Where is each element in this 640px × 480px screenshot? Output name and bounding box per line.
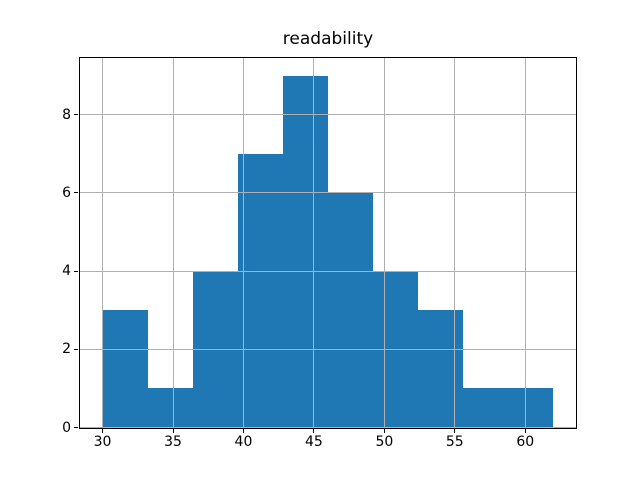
gridline-horizontal — [80, 270, 576, 272]
gridline-vertical — [313, 58, 315, 428]
x-tick-mark — [383, 428, 385, 433]
gridline-vertical — [524, 58, 526, 428]
y-tick-label: 2 — [62, 341, 71, 358]
histogram-bar — [418, 310, 464, 428]
histogram-bar — [282, 75, 328, 428]
x-tick-mark — [102, 428, 104, 433]
x-tick-mark — [454, 428, 456, 433]
x-tick-label: 50 — [375, 433, 394, 450]
histogram-bar — [508, 388, 554, 428]
y-tick-label: 0 — [62, 419, 71, 436]
gridline-vertical — [242, 58, 244, 428]
y-tick-label: 4 — [62, 263, 71, 280]
gridline-vertical — [383, 58, 385, 428]
gridline-horizontal — [80, 192, 576, 194]
x-tick-mark — [524, 428, 526, 433]
histogram-bar — [147, 388, 193, 428]
y-tick-mark — [74, 114, 78, 116]
histogram-bar — [463, 388, 509, 428]
x-tick-label: 45 — [304, 433, 323, 450]
x-tick-label: 60 — [516, 433, 535, 450]
y-tick-mark — [74, 348, 78, 350]
plot-area — [79, 57, 577, 429]
histogram-bar — [237, 153, 283, 428]
gridline-horizontal — [80, 348, 576, 350]
x-tick-mark — [313, 428, 315, 433]
y-tick-label: 8 — [62, 106, 71, 123]
plot-inner — [80, 58, 576, 428]
x-tick-mark — [242, 428, 244, 433]
gridline-horizontal — [80, 114, 576, 116]
gridline-vertical — [102, 58, 104, 428]
y-tick-mark — [74, 270, 78, 272]
x-tick-label: 55 — [445, 433, 464, 450]
gridline-vertical — [172, 58, 174, 428]
x-tick-label: 35 — [164, 433, 182, 450]
x-tick-mark — [172, 428, 174, 433]
y-tick-mark — [74, 427, 78, 429]
gridline-horizontal — [80, 427, 576, 428]
chart-title: readability — [282, 29, 374, 49]
histogram-bar — [328, 192, 374, 428]
x-tick-label: 30 — [93, 433, 112, 450]
histogram-bar — [102, 310, 148, 428]
y-tick-label: 6 — [62, 184, 71, 201]
gridline-vertical — [454, 58, 456, 428]
y-tick-mark — [74, 192, 78, 194]
x-tick-label: 40 — [234, 433, 253, 450]
